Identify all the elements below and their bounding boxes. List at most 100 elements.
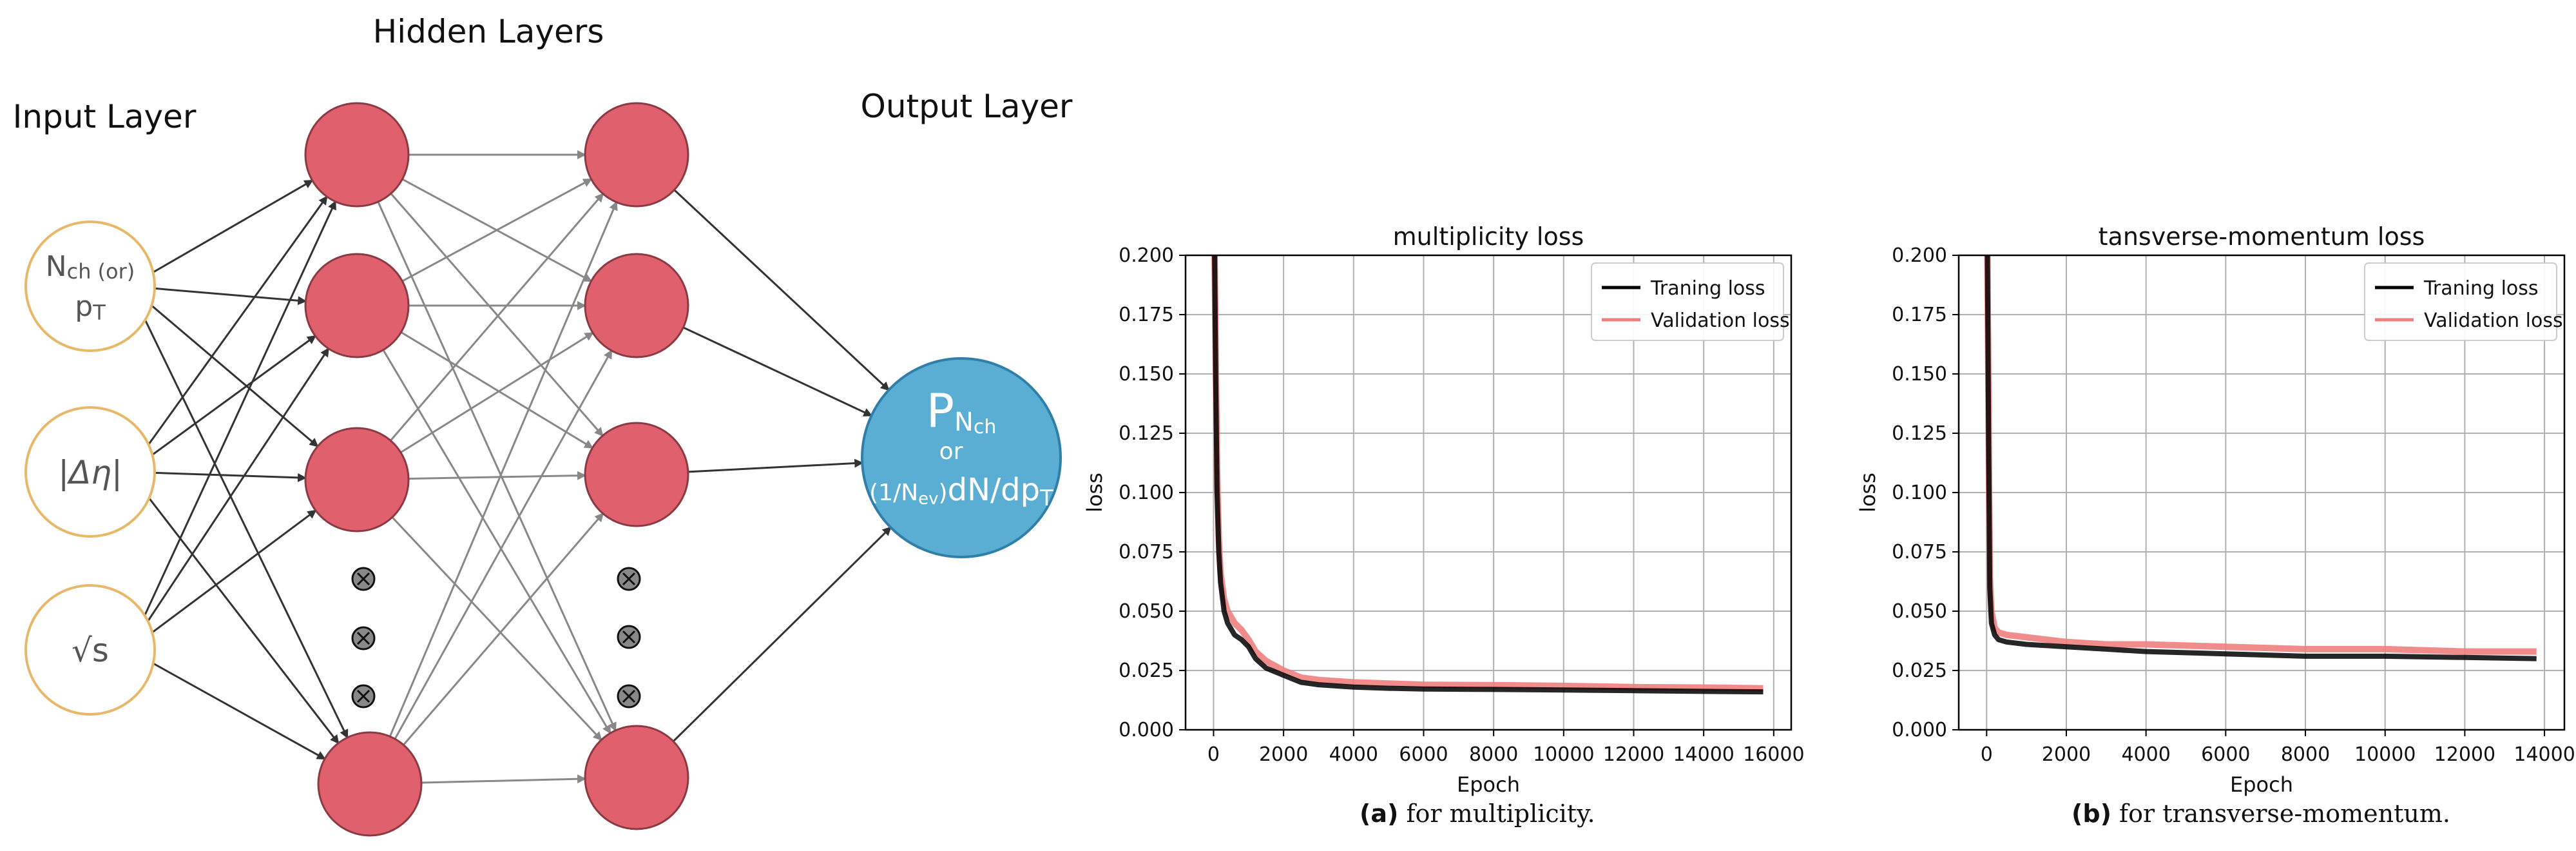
network-edge: [376, 193, 604, 457]
y-tick-label: 0.000: [1119, 719, 1174, 741]
y-tick-label: 0.050: [1892, 600, 1947, 623]
network-edge: [383, 320, 594, 449]
network-edge: [382, 331, 594, 464]
input-n-label: N: [46, 250, 67, 283]
x-tick-label: 10000: [1533, 743, 1594, 766]
output-close-paren: ): [939, 480, 948, 506]
input-pt-subscript: T: [92, 300, 106, 325]
x-tick-label: 12000: [2434, 743, 2495, 766]
chart-title: tansverse-momentum loss: [2099, 222, 2425, 251]
y-axis-label: loss: [1082, 473, 1107, 513]
network-edge: [144, 286, 307, 306]
hidden2-node-3: [584, 422, 689, 527]
network-edge: [142, 179, 314, 280]
network-edge: [377, 501, 602, 741]
x-tick-label: 2000: [2042, 743, 2091, 766]
x-tick-label: 14000: [1673, 743, 1734, 766]
x-tick-label: 10000: [2354, 743, 2416, 766]
network-edge: [135, 299, 349, 739]
y-tick-label: 0.175: [1892, 304, 1947, 326]
network-edge: [137, 347, 330, 638]
network-edge: [384, 349, 613, 758]
y-tick-label: 0.050: [1119, 600, 1174, 623]
y-tick-label: 0.150: [1119, 363, 1174, 386]
network-edge: [140, 295, 319, 447]
output-prefix-label: (1/N: [869, 480, 918, 506]
hidden-layers-title: Hidden Layers: [373, 13, 604, 50]
caption-b-text: for transverse-momentum.: [2111, 799, 2450, 828]
network-edge: [372, 331, 611, 734]
output-ev-subscript: ev: [918, 489, 938, 509]
hidden1-ellipsis: [351, 567, 376, 709]
transverse-momentum-loss-chart: tansverse-momentum loss Epoch loss 0 2000…: [1856, 222, 2575, 797]
legend-label-training: Traning loss: [2423, 277, 2539, 300]
output-t-subscript: T: [1039, 485, 1053, 511]
hidden1-node-4: [317, 731, 423, 837]
x-tick-label: 14000: [2514, 743, 2575, 766]
network-edges: [134, 150, 892, 785]
x-tick-label: 4000: [1329, 743, 1378, 766]
y-tick-label: 0.075: [1119, 541, 1174, 563]
x-tick-label: 0: [1981, 743, 1993, 766]
network-edge: [381, 201, 618, 756]
input-or-label: (or): [98, 259, 135, 284]
caption-a-text: for multiplicity.: [1398, 799, 1595, 828]
multiplicity-loss-chart: multiplicity loss Epoch loss 0 2000 4000 60…: [1082, 222, 1804, 797]
input-n-subscript: ch: [67, 259, 91, 284]
network-edge: [389, 513, 604, 761]
y-tick-label: 0.000: [1892, 719, 1947, 741]
x-tick-label: 6000: [2201, 743, 2250, 766]
x-tick-label: 4000: [2121, 743, 2170, 766]
output-dndpt-label: dN/dp: [948, 472, 1040, 508]
network-edge: [137, 195, 328, 460]
x-tick-label: 8000: [1469, 743, 1518, 766]
caption-b-label: (b): [2071, 799, 2111, 828]
input-node-1: Nch (or) pT: [24, 220, 156, 352]
x-axis-label: Epoch: [2230, 772, 2293, 797]
network-edge: [369, 182, 617, 732]
svg-text:pT: pT: [75, 290, 106, 325]
svg-text:(1/Nev)dN/dpT: (1/Nev)dN/dpT: [869, 472, 1053, 511]
network-edge: [134, 200, 336, 636]
network-edge: [383, 178, 593, 292]
x-axis-label: Epoch: [1457, 772, 1520, 797]
svg-text:Nch(or): Nch (or): [46, 250, 135, 284]
output-ch-subscript: ch: [974, 416, 997, 438]
network-edge: [387, 471, 587, 480]
y-axis-label: loss: [1856, 473, 1880, 513]
x-tick-label: 2000: [1259, 743, 1308, 766]
y-tick-label: 0.150: [1892, 363, 1947, 386]
caption-b: (b) for transverse-momentum.: [2071, 799, 2450, 828]
caption-a: (a) for multiplicity.: [1360, 799, 1595, 828]
legend-label-training: Traning loss: [1650, 277, 1765, 300]
training-loss-line: [1985, 255, 2537, 661]
network-edge: [400, 774, 587, 785]
caption-a-label: (a): [1360, 799, 1399, 828]
hidden2-ellipsis: [617, 567, 641, 709]
network-edge: [383, 168, 593, 282]
legend-label-validation: Validation loss: [2424, 309, 2563, 332]
network-edge: [144, 471, 307, 482]
network-edge: [667, 458, 864, 474]
hidden1-node-3: [304, 427, 410, 533]
y-tick-label: 0.200: [1119, 244, 1174, 267]
y-tick-label: 0.100: [1892, 482, 1947, 504]
x-tick-label: 16000: [1743, 743, 1804, 766]
network-edge: [140, 509, 317, 641]
y-tick-label: 0.125: [1119, 422, 1174, 445]
network-edge: [664, 317, 873, 417]
input-node-2: |Δη|: [24, 406, 156, 538]
y-tick-label: 0.075: [1892, 541, 1947, 563]
hidden2-node-1: [584, 102, 689, 208]
hidden2-node-2: [584, 253, 689, 358]
svg-text:PNch: PNch: [927, 384, 997, 438]
input-layer-title: Input Layer: [13, 98, 197, 135]
hidden1-node-2: [304, 253, 410, 358]
input-pt-label: p: [75, 290, 93, 323]
x-tick-label: 6000: [1399, 743, 1448, 766]
chart-title: multiplicity loss: [1393, 222, 1584, 251]
hidden1-node-1: [304, 102, 410, 208]
y-tick-label: 0.175: [1119, 304, 1174, 326]
input-sqrt-s-label: √s: [72, 632, 109, 669]
x-tick-label: 0: [1207, 743, 1220, 766]
